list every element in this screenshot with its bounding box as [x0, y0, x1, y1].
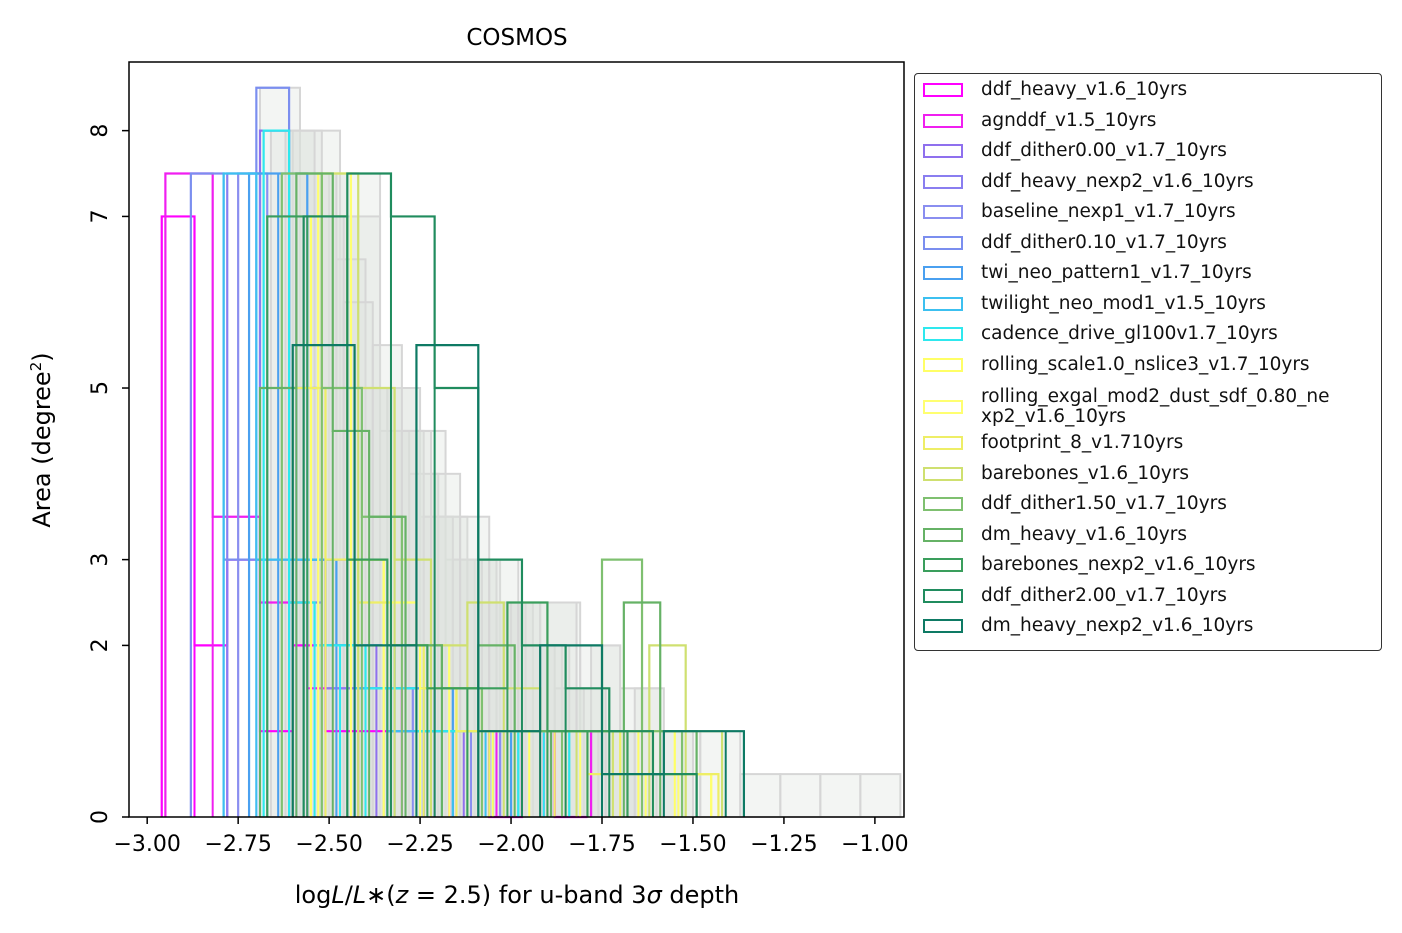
- legend-item: barebones_v1.6_10yrs: [923, 462, 1377, 484]
- legend-swatch: [923, 619, 963, 633]
- legend-item: ddf_dither0.10_v1.7_10yrs: [923, 231, 1377, 253]
- legend-swatch: [923, 436, 963, 450]
- x-tick-label: −2.25: [386, 832, 453, 857]
- chart-title: COSMOS: [466, 25, 567, 51]
- legend-item: ddf_dither2.00_v1.7_10yrs: [923, 584, 1377, 606]
- y-tick-label: 7: [88, 209, 113, 223]
- grey-bar: [422, 515, 454, 818]
- legend-item: dm_heavy_nexp2_v1.6_10yrs: [923, 616, 1377, 636]
- x-tick-label: −1.50: [659, 832, 726, 857]
- legend-label: barebones_v1.6_10yrs: [981, 462, 1190, 484]
- legend-swatch: [923, 235, 963, 250]
- series-outline-16: [302, 172, 698, 817]
- x-axis-ticks: −3.00 −2.75 −2.50 −2.25 −2.00 −1.75 −1.50 −1.25…: [113, 817, 909, 857]
- legend-label: ddf_dither0.10_v1.7_10yrs: [981, 231, 1227, 253]
- legend-swatch: [923, 357, 963, 372]
- legend-item: cadence_drive_gl100v1.7_10yrs: [923, 324, 1377, 344]
- legend-label: dm_heavy_v1.6_10yrs: [981, 523, 1187, 545]
- x-tick-label: −2.75: [204, 832, 271, 857]
- legend-item: baseline_nexp1_v1.7_10yrs: [923, 202, 1377, 222]
- grey-bar: [819, 773, 862, 819]
- y-tick-label: 5: [88, 381, 113, 395]
- legend-label: ddf_dither2.00_v1.7_10yrs: [981, 584, 1227, 606]
- grey-bar: [284, 129, 316, 819]
- legend-swatch: [923, 466, 963, 481]
- legend-label: rolling_scale1.0_nslice3_v1.7_10yrs: [981, 353, 1310, 375]
- legend-swatch: [923, 327, 963, 341]
- legend-item: agnddf_v1.5_10yrs: [923, 109, 1377, 131]
- legend-item: ddf_dither0.00_v1.7_10yrs: [923, 141, 1377, 161]
- x-tick-label: −1.00: [841, 832, 908, 857]
- y-tick-label: 8: [88, 124, 113, 138]
- legend-swatch: [923, 588, 963, 603]
- legend-swatch: [923, 174, 963, 189]
- legend-item: ddf_heavy_nexp2_v1.6_10yrs: [923, 170, 1377, 192]
- x-tick-label: −1.25: [750, 832, 817, 857]
- legend-item: barebones_nexp2_v1.6_10yrs: [923, 555, 1377, 575]
- x-axis-label: logL/L∗(z = 2.5) for u-band 3σ depth: [295, 881, 740, 909]
- y-axis-ticks: 0 2 3 5 7 8: [88, 124, 129, 824]
- legend-label: ddf_heavy_nexp2_v1.6_10yrs: [981, 170, 1254, 192]
- legend-swatch: [923, 527, 963, 542]
- legend-swatch: [923, 205, 963, 219]
- y-tick-label: 0: [88, 810, 113, 824]
- legend-label: twilight_neo_mod1_v1.5_10yrs: [981, 292, 1266, 314]
- grey-histograms: [258, 86, 902, 819]
- y-tick-label: 2: [88, 638, 113, 652]
- grey-bar: [739, 773, 782, 819]
- plot-frame: [128, 61, 905, 818]
- y-tick-label: 3: [88, 553, 113, 567]
- legend-label: footprint_8_v1.710yrs: [981, 432, 1184, 453]
- grey-bar: [779, 773, 822, 819]
- legend-swatch: [923, 497, 963, 511]
- x-tick-label: −3.00: [113, 832, 180, 857]
- legend-label: twi_neo_pattern1_v1.7_10yrs: [981, 262, 1252, 283]
- legend-label: ddf_heavy_v1.6_10yrs: [981, 79, 1188, 100]
- legend-swatch: [923, 83, 963, 97]
- legend-swatch: [923, 144, 963, 158]
- legend-swatch: [923, 296, 963, 311]
- legend-item: ddf_dither1.50_v1.7_10yrs: [923, 494, 1377, 514]
- legend-swatch: [923, 113, 963, 128]
- series-histograms: [160, 86, 746, 819]
- legend-item: rolling_scale1.0_nslice3_v1.7_10yrs: [923, 353, 1377, 375]
- legend-item: twilight_neo_mod1_v1.5_10yrs: [923, 292, 1377, 314]
- legend-label: ddf_dither0.00_v1.7_10yrs: [981, 140, 1227, 161]
- legend-swatch: [923, 266, 963, 280]
- legend-item: twi_neo_pattern1_v1.7_10yrs: [923, 263, 1377, 283]
- legend-item: ddf_heavy_v1.6_10yrs: [923, 80, 1377, 100]
- legend-item: dm_heavy_v1.6_10yrs: [923, 523, 1377, 545]
- legend-item: rolling_exgal_mod2_dust_sdf_0.80_ne xp2_v…: [923, 385, 1377, 429]
- x-tick-label: −2.50: [295, 832, 362, 857]
- grey-bar: [459, 515, 491, 818]
- legend-label: cadence_drive_gl100v1.7_10yrs: [981, 323, 1278, 344]
- x-tick-label: −1.75: [568, 832, 635, 857]
- legend-label: barebones_nexp2_v1.6_10yrs: [981, 554, 1256, 575]
- legend-label: baseline_nexp1_v1.7_10yrs: [981, 201, 1236, 222]
- legend-swatch: [923, 400, 963, 414]
- legend-swatch: [923, 558, 963, 572]
- legend-item: footprint_8_v1.710yrs: [923, 433, 1377, 453]
- legend-label: agnddf_v1.5_10yrs: [981, 109, 1157, 131]
- grey-bar: [859, 773, 902, 819]
- legend-label: dm_heavy_nexp2_v1.6_10yrs: [981, 615, 1254, 636]
- y-axis-label: Area (degree2): [27, 352, 56, 527]
- legend-label: ddf_dither1.50_v1.7_10yrs: [981, 493, 1227, 514]
- x-tick-label: −2.00: [477, 832, 544, 857]
- legend-label: rolling_exgal_mod2_dust_sdf_0.80_ne xp2_v…: [981, 386, 1330, 427]
